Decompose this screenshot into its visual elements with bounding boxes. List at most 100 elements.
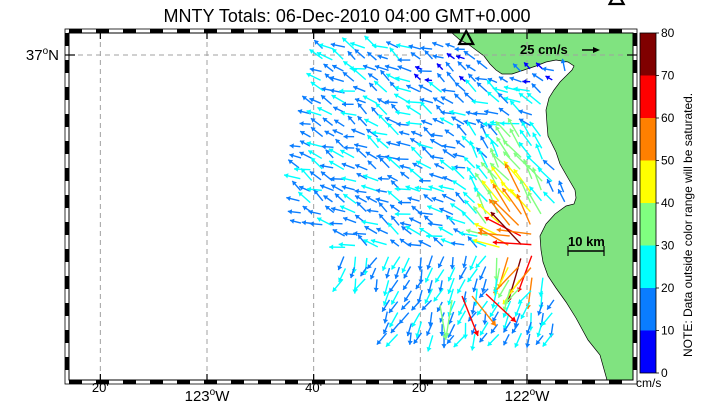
current-vector [420,119,433,126]
current-vector [463,156,476,169]
current-vector [354,48,366,59]
frame-tick [555,29,568,33]
current-vector [451,179,467,191]
current-vector [377,176,389,182]
current-vector [398,200,411,206]
current-vector [486,79,499,94]
current-vector [410,51,421,60]
current-vector [385,41,399,49]
frame-tick [123,380,136,384]
current-vector [542,159,555,171]
current-vector [382,280,390,297]
current-vector [366,257,378,270]
current-vector [337,256,345,271]
current-vector [406,84,421,93]
current-vector [388,279,399,293]
frame-tick [633,276,637,289]
current-vector [395,156,409,162]
current-vector [489,147,500,168]
current-vector [406,323,413,337]
frame-tick [633,357,637,370]
current-vector [364,225,378,235]
current-vector [502,321,512,333]
current-vector [426,335,434,352]
frame-tick [177,380,190,384]
current-vector [309,97,322,104]
current-vector [332,278,344,293]
current-vector [531,72,544,82]
current-vector [387,190,401,203]
current-vector [433,163,445,170]
current-vector [381,299,391,313]
current-vector [394,85,412,93]
current-vector [434,269,445,283]
frame-tick [474,29,487,33]
current-vector [330,176,344,182]
longitude-labels: 20' 123oW 40' 20' 122oW [92,380,550,405]
current-vector [333,119,345,127]
current-vector [513,168,531,193]
current-vector [384,99,398,105]
current-vector [428,185,445,193]
frame-tick [633,249,637,262]
current-vector [286,195,300,202]
current-vector [355,147,367,159]
current-vector [525,321,532,335]
current-vector [352,67,367,81]
current-vector [480,135,489,149]
frame-tick [69,29,82,33]
current-vector [475,255,487,269]
current-vector [309,170,322,181]
current-vector [362,174,379,182]
colorbar-segment-2 [640,245,656,288]
current-vector [463,119,477,126]
frame-tick [177,29,190,33]
current-vector [310,117,322,127]
map-title: MNTY Totals: 06-Dec-2010 04:00 GMT+0.000 [163,6,530,26]
current-vector [478,332,488,343]
current-vector [338,268,347,283]
current-vector [387,222,399,235]
current-vector [444,129,455,137]
lon-label-3: 20' [412,380,429,395]
current-vector [400,300,411,311]
current-vector [491,311,499,323]
current-vector [412,162,423,169]
current-vector [456,279,466,294]
current-vector [373,279,379,292]
current-vector [353,230,367,237]
current-vector [389,239,400,247]
current-vector [399,164,411,170]
current-vector [306,109,322,116]
current-vector [509,76,522,83]
current-vector [452,152,465,158]
current-vector [343,145,355,151]
frame-tick [65,249,69,262]
current-vector [329,244,346,250]
frame-tick [65,303,69,316]
current-vector [363,239,379,248]
current-vector [289,143,301,149]
current-vector [474,172,489,193]
current-vector [518,92,533,105]
frame-tick [285,29,298,33]
current-vector [449,202,465,214]
current-vector [442,176,453,182]
current-vector [432,53,444,60]
colorbar-segment-1 [640,288,656,331]
current-vector [339,205,356,214]
current-vector [532,132,543,149]
colorbar-tick-label-3: 30 [661,239,675,253]
current-vector [420,45,433,51]
current-vector [332,129,344,136]
current-vector [384,116,398,125]
current-vector [438,226,454,236]
colorbar-tick-label-5: 50 [661,154,675,168]
current-vector [458,266,467,280]
current-vector [545,75,553,81]
current-vector [405,104,421,116]
current-vector [429,138,444,148]
frame-tick [633,114,637,127]
current-vector [432,236,444,247]
current-vector [341,162,355,170]
